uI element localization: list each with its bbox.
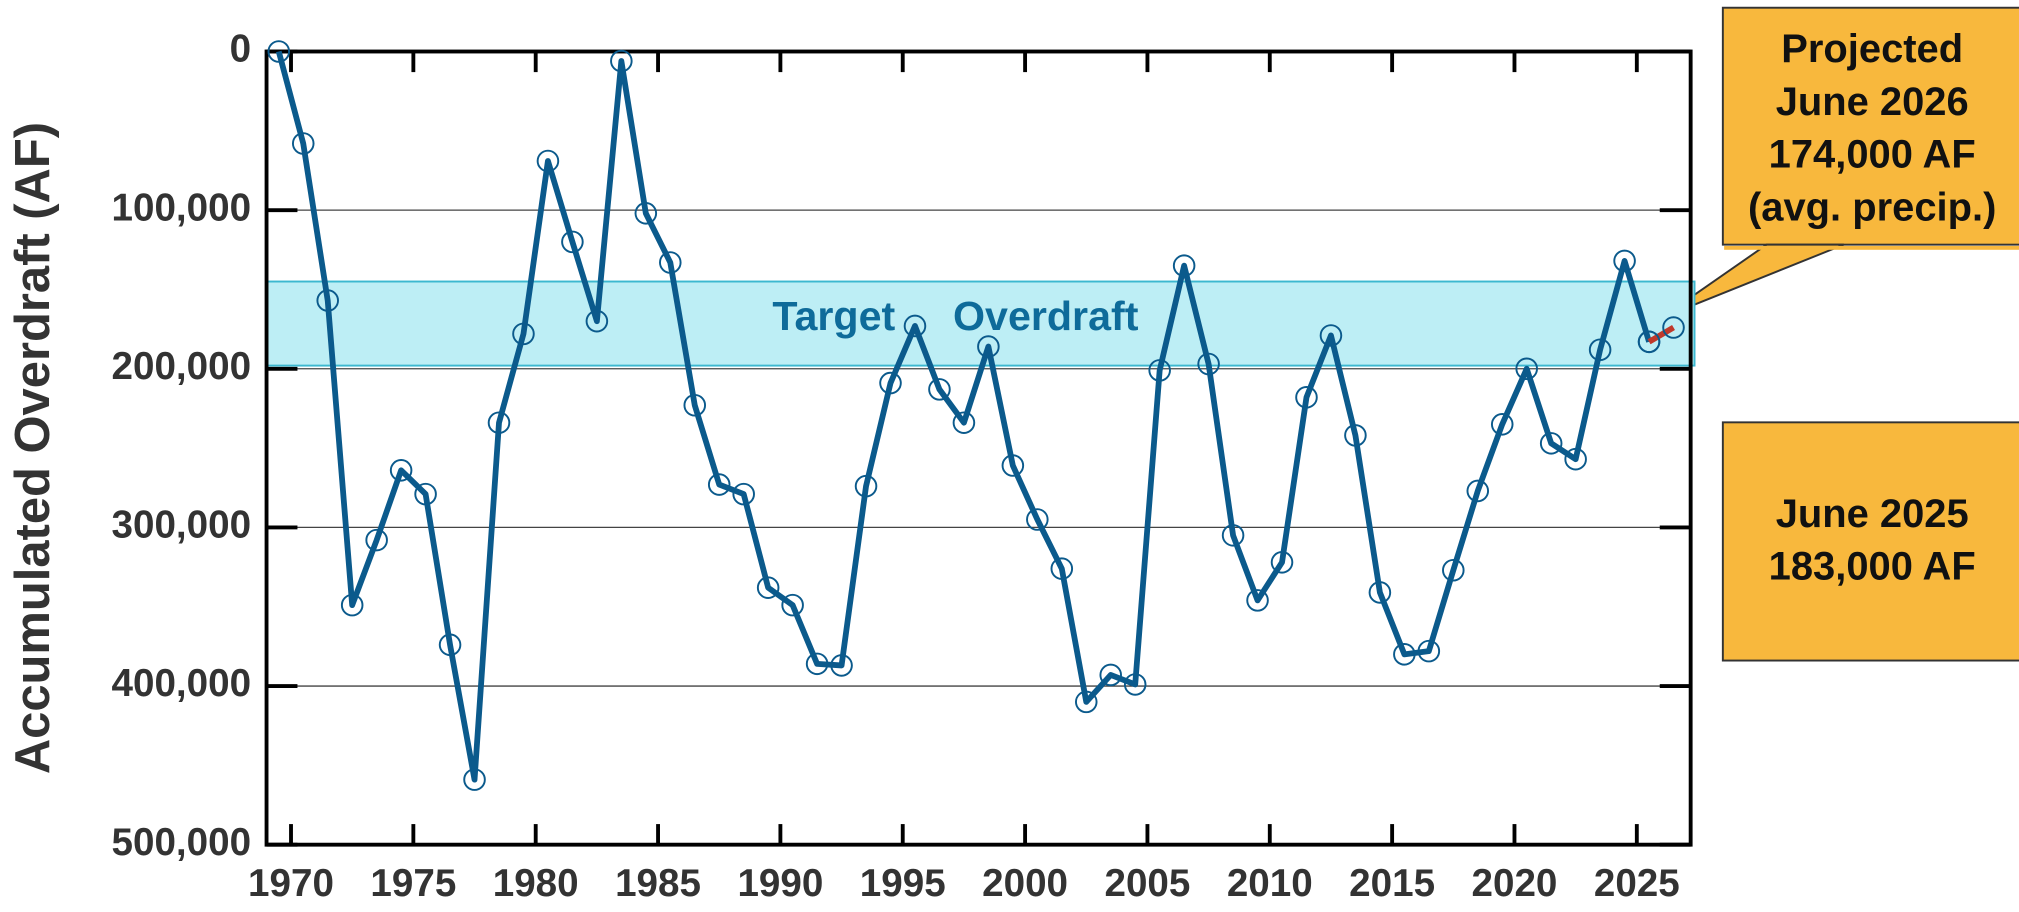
annotation-box xyxy=(1721,6,2019,246)
data-point xyxy=(1221,524,1245,547)
x-tick-label: 1970 xyxy=(248,862,334,905)
data-point xyxy=(1539,432,1563,455)
data-point xyxy=(1442,558,1465,582)
data-point xyxy=(805,652,829,676)
data-point xyxy=(903,314,927,338)
data-point xyxy=(1490,413,1514,436)
data-point xyxy=(1050,557,1074,580)
data-point xyxy=(854,474,878,498)
data-point xyxy=(707,473,731,496)
data-point xyxy=(1026,508,1049,531)
data-point xyxy=(1613,249,1636,273)
x-tick-label: 2010 xyxy=(1227,862,1313,905)
x-tick-label: 1990 xyxy=(737,862,823,905)
data-point xyxy=(1148,359,1171,382)
data-point xyxy=(1417,639,1441,663)
y-tick-label: 400,000 xyxy=(112,662,252,705)
data-point xyxy=(952,411,976,434)
x-tick-label: 2025 xyxy=(1594,862,1680,905)
annotation-text: June 2026 xyxy=(1776,80,1969,124)
callout-join xyxy=(1724,245,2019,250)
annotation-text: (avg. precip.) xyxy=(1748,185,1996,229)
plot-frame xyxy=(264,49,1693,847)
data-point xyxy=(928,378,951,401)
y-tick-label: 500,000 xyxy=(112,821,252,864)
data-point xyxy=(879,371,902,395)
data-point xyxy=(1099,663,1122,687)
data-point xyxy=(732,482,755,506)
data-point xyxy=(389,459,413,482)
data-point xyxy=(512,322,535,346)
data-point xyxy=(1172,254,1196,277)
data-point xyxy=(536,149,560,173)
data-point xyxy=(463,768,486,791)
y-tick-label: 0 xyxy=(230,28,251,71)
data-point xyxy=(1564,447,1587,471)
x-tick-label: 1985 xyxy=(615,862,701,905)
annotation-text: 183,000 AF xyxy=(1769,545,1976,589)
data-point xyxy=(340,593,364,617)
x-tick-label: 1995 xyxy=(860,862,946,905)
annotation-text: 174,000 AF xyxy=(1769,133,1976,177)
x-tick-label: 1975 xyxy=(370,862,456,905)
annotation-text: June 2025 xyxy=(1776,492,1969,536)
y-tick-label: 100,000 xyxy=(112,186,252,229)
series-line xyxy=(275,50,1652,783)
data-point xyxy=(1001,454,1025,477)
x-tick-label: 2020 xyxy=(1472,862,1558,905)
x-tick-label: 2015 xyxy=(1349,862,1435,905)
data-point xyxy=(1466,479,1490,503)
data-point xyxy=(316,289,339,312)
x-tick-label: 1980 xyxy=(493,862,579,905)
data-point xyxy=(438,633,462,657)
data-point xyxy=(756,576,780,599)
y-axis-label: Accumulated Overdraft (AF) xyxy=(6,122,60,774)
data-point xyxy=(365,528,388,552)
data-point xyxy=(1393,643,1416,666)
y-tick-label: 300,000 xyxy=(112,504,252,547)
data-point xyxy=(1295,386,1318,409)
data-point xyxy=(1270,551,1294,574)
data-point xyxy=(1246,589,1269,612)
data-point xyxy=(414,482,437,506)
data-point xyxy=(1319,324,1343,347)
data-point xyxy=(487,411,511,434)
x-tick-label: 2005 xyxy=(1104,862,1190,905)
data-point xyxy=(1588,338,1612,362)
data-point xyxy=(659,251,682,274)
data-point xyxy=(1197,352,1220,376)
data-point xyxy=(634,202,658,225)
data-point xyxy=(683,393,707,417)
series-line xyxy=(1647,325,1675,345)
y-tick-label: 200,000 xyxy=(112,345,252,388)
data-point xyxy=(830,654,853,677)
data-point xyxy=(1344,424,1367,447)
data-point xyxy=(1368,581,1392,604)
annotation-box xyxy=(1721,421,2019,662)
x-tick-label: 2000 xyxy=(982,862,1068,905)
data-point xyxy=(1515,357,1538,381)
data-point xyxy=(610,49,633,73)
data-point xyxy=(1123,673,1147,696)
data-point xyxy=(977,335,1000,358)
data-point xyxy=(585,309,609,333)
data-point xyxy=(1662,316,1685,339)
band-label: Target Overdraft xyxy=(772,293,1138,339)
callout-arrow xyxy=(1660,243,1845,319)
data-point xyxy=(781,593,804,617)
data-point xyxy=(1637,330,1661,354)
data-point xyxy=(267,40,291,63)
data-point xyxy=(1074,690,1098,714)
data-point xyxy=(561,230,584,254)
data-point xyxy=(291,132,315,155)
annotation-text: Projected xyxy=(1781,27,1963,71)
